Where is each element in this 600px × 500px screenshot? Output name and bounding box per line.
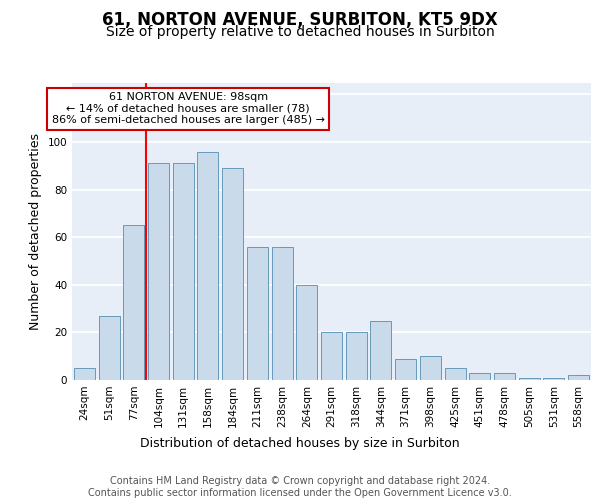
Text: Size of property relative to detached houses in Surbiton: Size of property relative to detached ho… (106, 25, 494, 39)
Bar (494, 373, 515, 380)
Text: Distribution of detached houses by size in Surbiton: Distribution of detached houses by size … (140, 438, 460, 450)
Bar (370, 320, 391, 380)
Bar (74, 368, 95, 380)
Bar (469, 373, 490, 380)
Bar (519, 378, 540, 380)
Bar (272, 246, 293, 380)
Bar (148, 164, 169, 380)
Bar (247, 246, 268, 380)
Bar (123, 226, 144, 380)
Bar (321, 332, 342, 380)
Text: 61 NORTON AVENUE: 98sqm
← 14% of detached houses are smaller (78)
86% of semi-de: 61 NORTON AVENUE: 98sqm ← 14% of detache… (52, 92, 325, 125)
Y-axis label: Number of detached properties: Number of detached properties (29, 132, 42, 330)
Bar (420, 356, 441, 380)
Bar (445, 368, 466, 380)
Bar (568, 375, 589, 380)
Bar (544, 378, 565, 380)
Bar (346, 332, 367, 380)
Bar (222, 168, 243, 380)
Text: Contains HM Land Registry data © Crown copyright and database right 2024.
Contai: Contains HM Land Registry data © Crown c… (88, 476, 512, 498)
Bar (395, 358, 416, 380)
Text: 61, NORTON AVENUE, SURBITON, KT5 9DX: 61, NORTON AVENUE, SURBITON, KT5 9DX (102, 11, 498, 29)
Bar (296, 285, 317, 380)
Bar (173, 164, 194, 380)
Bar (197, 152, 218, 380)
Bar (98, 316, 119, 380)
